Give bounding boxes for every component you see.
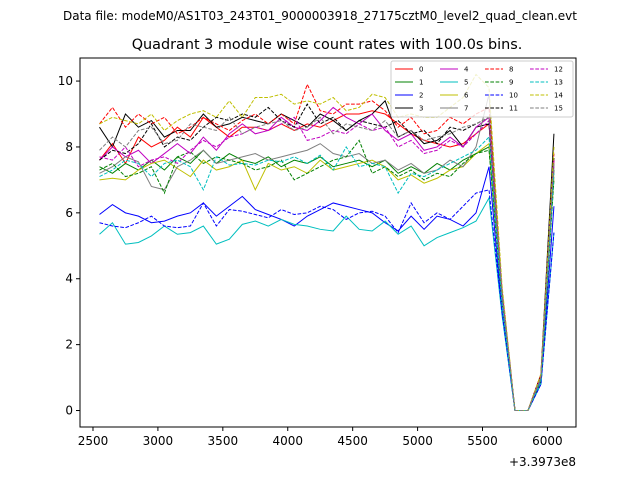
- x-tick-label: 5000: [402, 434, 433, 448]
- x-tick-label: 4500: [337, 434, 368, 448]
- legend-label-12: 12: [554, 66, 563, 74]
- y-tick-label: 2: [65, 338, 73, 352]
- legend-label-1: 1: [419, 79, 423, 87]
- legend-box: [390, 60, 574, 118]
- series-line-2: [99, 166, 555, 412]
- x-axis-offset-label: +3.3973e8: [509, 455, 576, 469]
- legend-label-15: 15: [554, 105, 563, 113]
- x-axis: 2500 3000 3500 4000 4500 5000 5500 6000: [78, 427, 563, 448]
- legend-label-6: 6: [464, 92, 469, 100]
- series-line-15: [99, 116, 555, 412]
- series-line-0: [99, 110, 555, 412]
- y-tick-label: 8: [65, 140, 73, 154]
- series-line-1: [99, 146, 555, 412]
- legend-label-2: 2: [419, 92, 423, 100]
- y-axis: 0 2 4 6 8 10: [58, 74, 80, 418]
- legend-label-10: 10: [509, 92, 518, 100]
- series-line-3: [99, 99, 555, 412]
- x-tick-label: 6000: [532, 434, 563, 448]
- legend-label-7: 7: [464, 105, 468, 113]
- legend-label-8: 8: [509, 66, 513, 74]
- series-layer: [99, 73, 555, 412]
- chart-suptitle: Data file: modeM0/AS1T03_243T01_90000039…: [63, 9, 577, 23]
- series-line-12: [99, 116, 555, 412]
- y-tick-label: 4: [65, 272, 73, 286]
- legend-label-4: 4: [464, 66, 469, 74]
- x-tick-label: 2500: [78, 434, 109, 448]
- series-line-13: [99, 135, 555, 412]
- series-line-14: [99, 73, 555, 412]
- chart-title: Quadrant 3 module wise count rates with …: [132, 37, 523, 53]
- legend-label-5: 5: [464, 79, 468, 87]
- legend-label-0: 0: [419, 66, 423, 74]
- legend-label-3: 3: [419, 105, 423, 113]
- series-line-7: [99, 94, 555, 412]
- legend-label-13: 13: [554, 79, 563, 87]
- x-tick-label: 3500: [208, 434, 239, 448]
- series-line-9: [99, 139, 555, 412]
- y-tick-label: 6: [65, 206, 73, 220]
- series-line-6: [99, 142, 555, 412]
- legend-label-14: 14: [554, 92, 563, 100]
- y-tick-label: 10: [58, 74, 73, 88]
- x-tick-label: 4000: [272, 434, 303, 448]
- series-line-5: [99, 196, 555, 412]
- series-line-10: [99, 189, 555, 412]
- x-tick-label: 3000: [143, 434, 174, 448]
- legend-label-9: 9: [509, 79, 513, 87]
- legend-label-11: 11: [509, 105, 518, 113]
- x-tick-label: 5500: [467, 434, 498, 448]
- series-line-11: [99, 103, 555, 412]
- series-line-4: [99, 106, 555, 412]
- plot-frame: [79, 57, 577, 428]
- y-tick-label: 0: [65, 404, 73, 418]
